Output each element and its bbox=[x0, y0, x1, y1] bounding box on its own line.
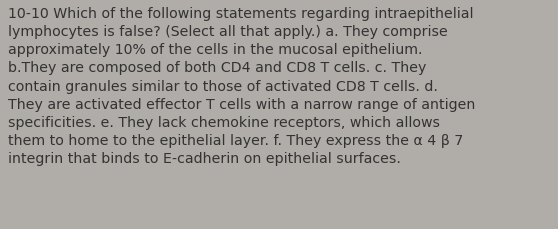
Text: 10-10 Which of the following statements regarding intraepithelial
lymphocytes is: 10-10 Which of the following statements … bbox=[8, 7, 476, 166]
